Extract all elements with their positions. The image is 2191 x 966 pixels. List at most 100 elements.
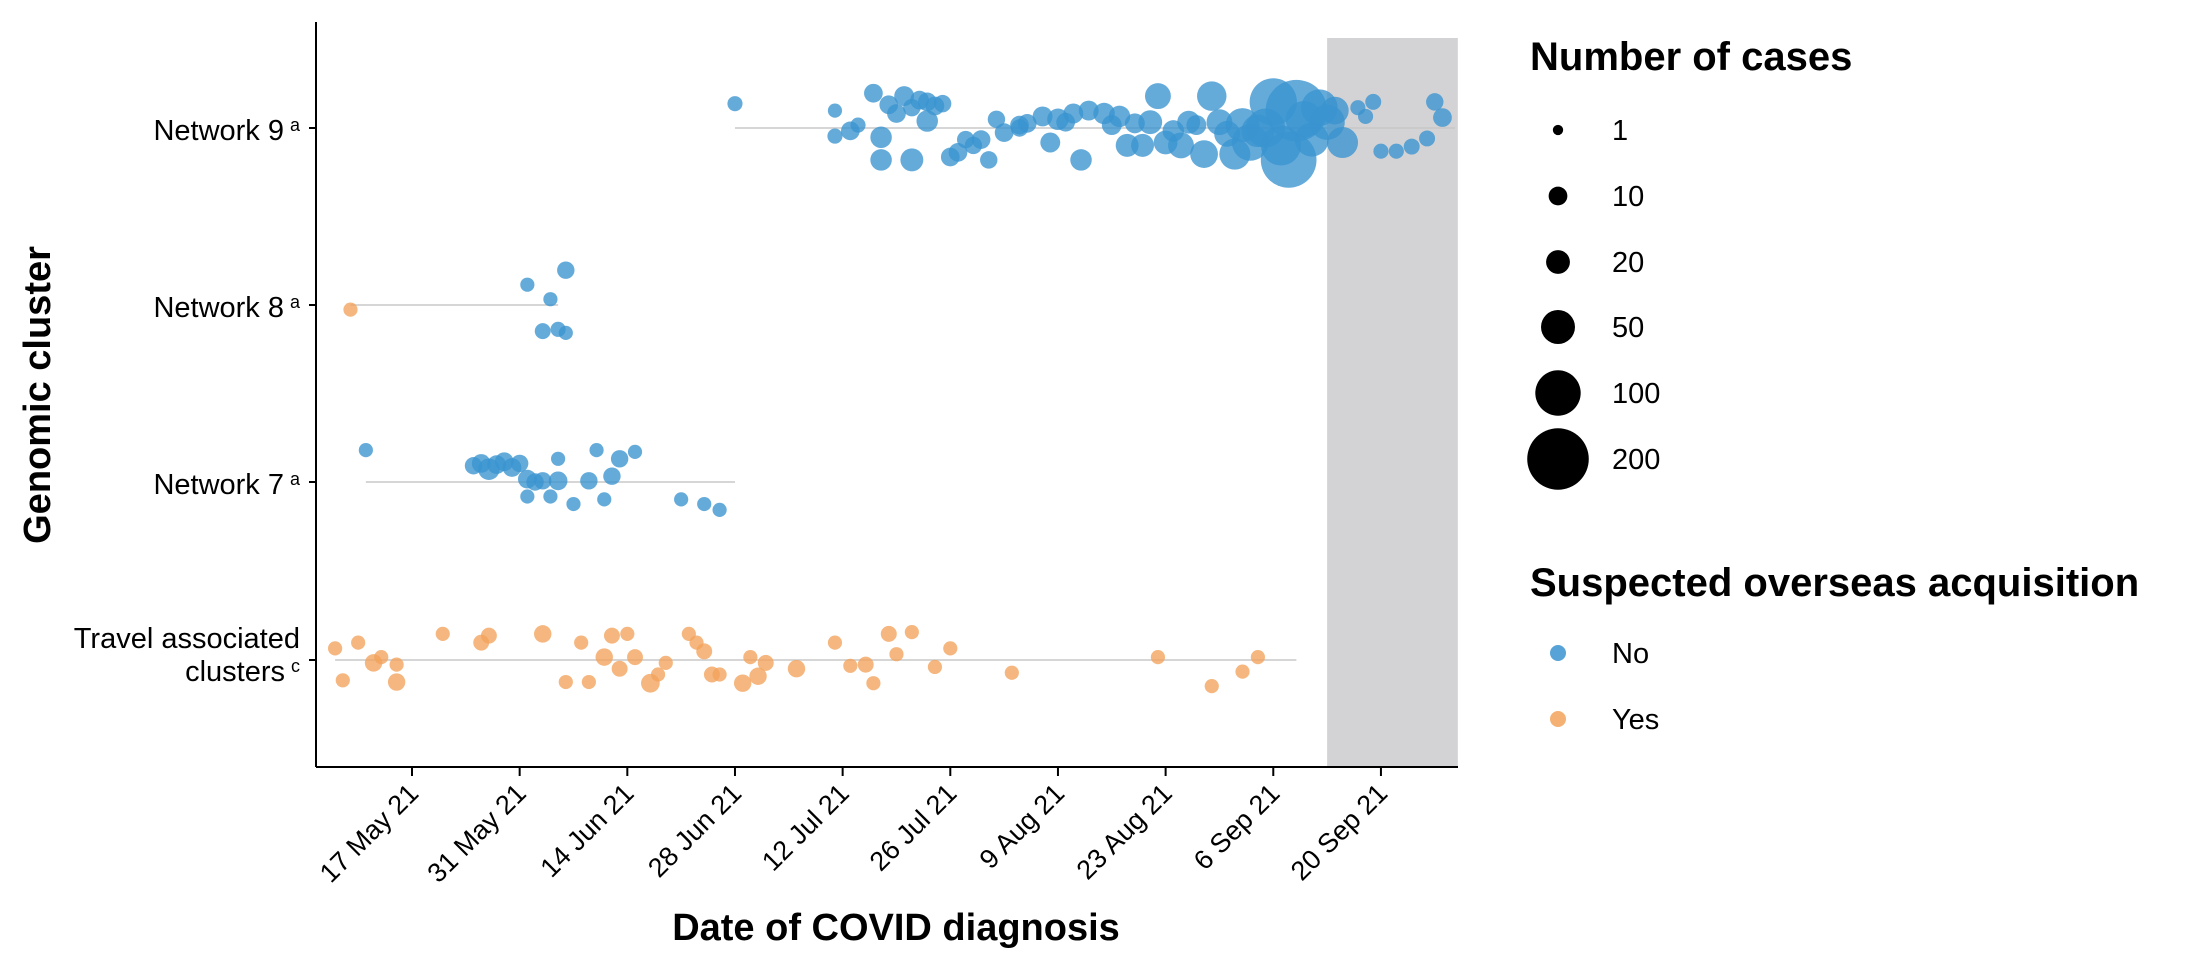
data-point [1419,130,1436,147]
data-point [566,496,581,512]
data-point [620,626,635,642]
data-point [510,454,529,473]
data-point [558,674,573,690]
data-point [589,443,604,458]
color-legend-dot [1550,645,1566,661]
size-legend-dot [1552,124,1564,136]
x-tick-label: 20 Sep 21 [1285,778,1393,886]
data-point [900,148,924,172]
data-point [1138,110,1163,135]
y-axis-title: Genomic cluster [17,246,59,544]
shaded-region [1327,38,1458,767]
data-point [597,492,612,507]
data-point [727,96,743,112]
data-point [1040,132,1061,153]
size-legend-dot [1527,428,1589,490]
data-point [1190,140,1218,168]
x-tick-label: 23 Aug 21 [1071,778,1178,885]
data-point [1063,103,1084,124]
data-point [650,667,666,682]
size-legend-title: Number of cases [1530,35,1852,79]
data-point [880,625,897,642]
data-point [850,117,866,133]
data-point [697,496,712,512]
data-point [374,650,389,665]
data-point [889,647,904,662]
data-point [543,489,558,504]
data-point [827,635,843,650]
data-point [603,627,620,644]
data-point [435,626,450,642]
data-point [733,674,752,692]
data-point [787,659,806,678]
data-point [904,625,919,640]
data-point [1186,115,1207,136]
x-tick-label: 14 Jun 21 [534,778,639,883]
data-point [1197,81,1227,111]
data-point [574,635,589,650]
data-point [551,451,566,466]
data-point [971,130,991,149]
data-point [328,641,343,656]
x-tick-label: 31 May 21 [422,778,532,888]
data-point [548,471,568,491]
data-point [1326,126,1359,159]
data-point [1250,650,1265,665]
size-legend-label: 20 [1612,247,1644,279]
data-point [358,443,373,458]
data-point [1108,105,1131,128]
data-point [534,625,552,643]
data-point [627,444,643,459]
category-label-travel: Travel associated clusters c [74,623,300,688]
data-point [335,673,350,688]
data-point [1070,149,1092,171]
data-point [749,667,767,685]
data-point [1004,665,1019,680]
color-legend-title: Suspected overseas acquisition [1530,561,2139,605]
data-point [757,654,774,671]
data-point [712,667,727,682]
data-point [827,128,843,144]
data-point [1365,93,1382,110]
data-point [1320,96,1349,125]
size-legend-dot [1546,250,1570,274]
data-point [610,450,629,468]
data-point [696,643,713,660]
data-point [520,277,535,292]
x-tick-label: 28 Jun 21 [642,778,747,883]
data-point [927,659,943,675]
data-point [1150,650,1166,665]
data-point [1235,664,1250,679]
data-point [658,655,673,671]
data-point [595,648,613,666]
data-point [827,103,843,118]
data-point [557,261,575,279]
data-point [864,83,883,103]
data-point [887,104,906,123]
data-point [1403,138,1420,155]
color-legend-dot [1550,711,1566,727]
data-point [987,110,1006,129]
data-point [580,472,598,490]
data-point [534,323,551,340]
size-legend-label: 100 [1612,378,1660,410]
data-point [933,94,952,113]
size-legend-label: 200 [1612,444,1660,476]
data-point [866,676,881,691]
x-axis-title: Date of COVID diagnosis [672,907,1120,949]
data-point [843,658,858,673]
data-point [1388,143,1404,159]
data-point [943,641,958,656]
data-point [674,492,689,507]
data-point [870,126,892,149]
data-point [980,151,998,169]
size-legend-dot [1535,370,1581,416]
data-point [857,656,874,673]
data-point [520,489,535,504]
data-point [1373,143,1389,159]
size-legend-dot [1541,310,1575,344]
x-tick-label: 17 May 21 [314,778,424,888]
